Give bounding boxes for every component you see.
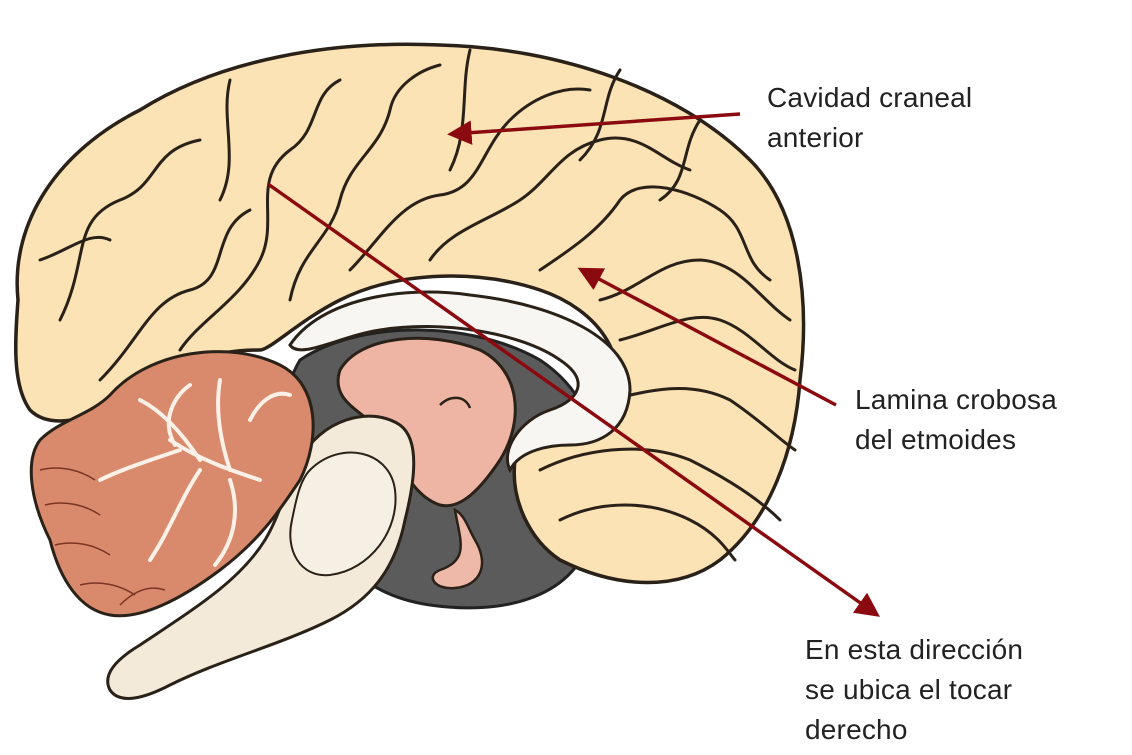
label-line: del etmoides [855,424,1017,455]
label-cavidad-craneal: Cavidad craneal anterior [767,78,972,158]
pituitary [431,507,484,590]
label-line: Lamina crobosa [855,384,1058,415]
label-line: En esta dirección [805,634,1024,665]
arrow-direccion [266,182,881,617]
label-line: se ubica el tocar [805,674,1013,705]
corpus-callosum [288,290,632,474]
label-line: anterior [767,122,864,153]
thalamus-detail [439,396,472,409]
arrow-cavidad-craneal [447,112,741,145]
arbor-vitae [98,378,292,567]
label-line: Cavidad craneal [767,82,973,113]
label-direccion: En esta dirección se ubica el tocar dere… [805,630,1023,750]
cerebellum-folia [39,467,166,606]
label-line: derecho [805,714,908,745]
label-lamina-crobosa: Lamina crobosa del etmoides [855,380,1057,460]
gyri-folds [38,48,797,562]
pons [289,451,397,577]
arrow-lamina-crobosa [577,267,837,407]
